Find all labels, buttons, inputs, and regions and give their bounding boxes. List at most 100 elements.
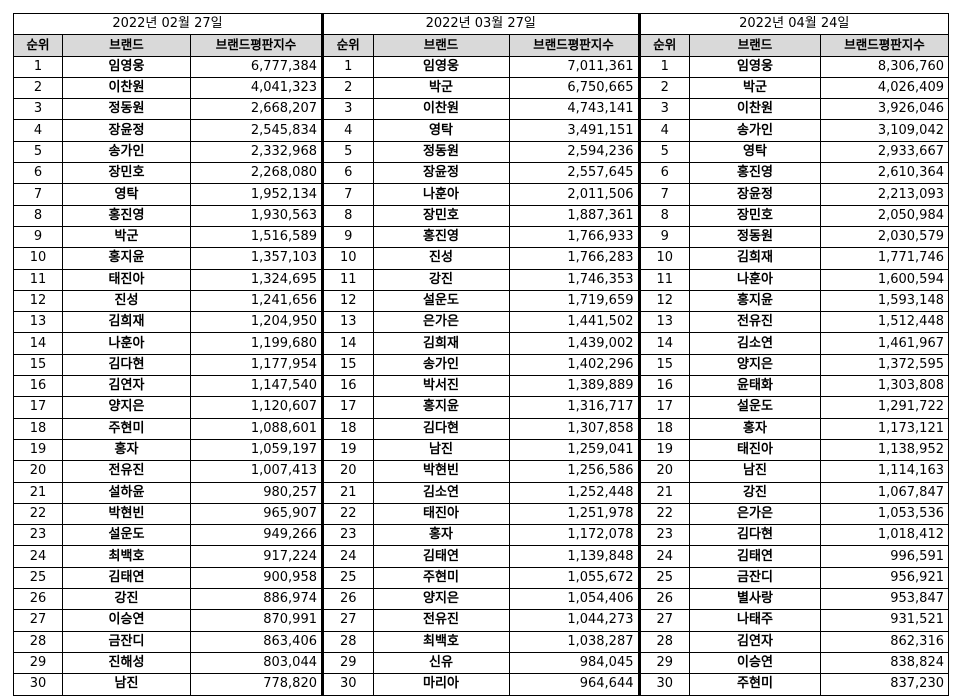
brand-cell: 장민호 (372, 204, 510, 227)
rank-cell: 4 (13, 119, 63, 142)
table-row: 15 양지은 1,372,595 (639, 353, 949, 377)
rank-cell: 29 (639, 651, 690, 675)
rank-cell: 1 (639, 55, 690, 78)
brand-cell: 신유 (372, 651, 510, 675)
brand-cell: 박군 (372, 76, 510, 100)
index-cell: 1,256,586 (508, 460, 639, 483)
rank-cell: 21 (639, 481, 690, 504)
index-cell: 1,441,502 (508, 311, 639, 334)
index-cell: 2,050,984 (820, 204, 949, 227)
rank-cell: 16 (322, 375, 374, 398)
rank-cell: 25 (13, 566, 63, 590)
rank-cell: 6 (639, 162, 690, 185)
table-row: 26 양지은 1,054,406 (322, 588, 639, 611)
rank-cell: 24 (322, 545, 374, 568)
index-cell: 2,545,834 (190, 119, 322, 142)
index-cell: 886,974 (190, 588, 322, 611)
index-cell: 1,461,967 (820, 332, 949, 355)
table-row: 13 김희재 1,204,950 (13, 311, 322, 334)
table-row: 27 나태주 931,521 (639, 609, 949, 632)
table-row: 24 최백호 917,224 (13, 545, 322, 568)
brand-cell: 설운도 (689, 396, 821, 419)
header-brand: 브랜드 (372, 34, 510, 57)
rank-cell: 12 (13, 289, 63, 313)
index-cell: 1,199,680 (190, 332, 322, 355)
rank-cell: 28 (13, 630, 63, 653)
index-cell: 1,516,589 (190, 225, 322, 249)
rank-cell: 2 (639, 76, 690, 100)
index-cell: 1,307,858 (508, 417, 639, 440)
table-row: 30 주현미 837,230 (639, 673, 949, 696)
brand-cell: 임영웅 (62, 55, 191, 78)
table-row: 19 홍자 1,059,197 (13, 438, 322, 462)
index-cell: 870,991 (190, 609, 322, 632)
rank-cell: 13 (639, 311, 690, 334)
rank-cell: 4 (322, 119, 374, 142)
index-cell: 1,173,121 (820, 417, 949, 440)
rank-cell: 19 (322, 438, 374, 462)
rank-cell: 1 (322, 55, 374, 78)
table-row: 3 정동원 2,668,207 (13, 98, 322, 121)
rank-cell: 3 (639, 98, 690, 121)
table-row: 4 장윤정 2,545,834 (13, 119, 322, 142)
rank-cell: 30 (322, 673, 374, 696)
table-row: 27 전유진 1,044,273 (322, 609, 639, 632)
table-row: 3 이찬원 3,926,046 (639, 98, 949, 121)
table-row: 7 나훈아 2,011,506 (322, 183, 639, 206)
table-row: 11 태진아 1,324,695 (13, 268, 322, 291)
table-row: 20 남진 1,114,163 (639, 460, 949, 483)
brand-cell: 박현빈 (372, 460, 510, 483)
index-cell: 2,557,645 (508, 162, 639, 185)
table-row: 28 최백호 1,038,287 (322, 630, 639, 653)
table-row: 21 설하윤 980,257 (13, 481, 322, 504)
index-cell: 1,766,933 (508, 225, 639, 249)
brand-cell: 설하윤 (62, 481, 191, 504)
brand-cell: 주현미 (372, 566, 510, 590)
brand-cell: 김다현 (62, 353, 191, 377)
table-row: 20 박현빈 1,256,586 (322, 460, 639, 483)
brand-cell: 박서진 (372, 375, 510, 398)
table-row: 14 김희재 1,439,002 (322, 332, 639, 355)
brand-cell: 태진아 (62, 268, 191, 291)
brand-cell: 박현빈 (62, 502, 191, 526)
index-cell: 1,147,540 (190, 375, 322, 398)
table-row: 30 남진 778,820 (13, 673, 322, 696)
table-row: 2 박군 6,750,665 (322, 76, 639, 100)
table-row: 13 전유진 1,512,448 (639, 311, 949, 334)
brand-cell: 이찬원 (62, 76, 191, 100)
table-row: 5 송가인 2,332,968 (13, 140, 322, 164)
brand-cell: 주현미 (689, 673, 821, 696)
rank-cell: 8 (13, 204, 63, 227)
table-row: 10 진성 1,766,283 (322, 247, 639, 270)
index-cell: 1,259,041 (508, 438, 639, 462)
ranking-table: 2022년 02월 27일 순위 브랜드 브랜드평판지수 1 임영웅 6,777,3… (13, 12, 322, 696)
table-date-title: 2022년 04월 24일 (639, 12, 949, 36)
index-cell: 1,172,078 (508, 524, 639, 547)
table-row: 21 강진 1,067,847 (639, 481, 949, 504)
brand-cell: 정동원 (372, 140, 510, 164)
brand-cell: 김희재 (62, 311, 191, 334)
rank-cell: 22 (13, 502, 63, 526)
table-row: 6 홍진영 2,610,364 (639, 162, 949, 185)
brand-cell: 나훈아 (62, 332, 191, 355)
rank-cell: 20 (322, 460, 374, 483)
table-row: 4 영탁 3,491,151 (322, 119, 639, 142)
table-row: 23 김다현 1,018,412 (639, 524, 949, 547)
ranking-block-feb: 2022년 02월 27일 순위 브랜드 브랜드평판지수 1 임영웅 6,777,3… (13, 12, 322, 696)
index-cell: 1,357,103 (190, 247, 322, 270)
brand-cell: 별사랑 (689, 588, 821, 611)
index-cell: 1,303,808 (820, 375, 949, 398)
table-row: 30 마리아 964,644 (322, 673, 639, 696)
index-cell: 2,594,236 (508, 140, 639, 164)
table-row: 12 설운도 1,719,659 (322, 289, 639, 313)
brand-cell: 최백호 (372, 630, 510, 653)
table-row: 25 김태연 900,958 (13, 566, 322, 590)
table-row: 11 나훈아 1,600,594 (639, 268, 949, 291)
table-row: 17 홍지윤 1,316,717 (322, 396, 639, 419)
rank-cell: 18 (13, 417, 63, 440)
index-cell: 3,491,151 (508, 119, 639, 142)
index-cell: 2,668,207 (190, 98, 322, 121)
brand-cell: 장윤정 (62, 119, 191, 142)
index-cell: 956,921 (820, 566, 949, 590)
table-row: 16 윤태화 1,303,808 (639, 375, 949, 398)
